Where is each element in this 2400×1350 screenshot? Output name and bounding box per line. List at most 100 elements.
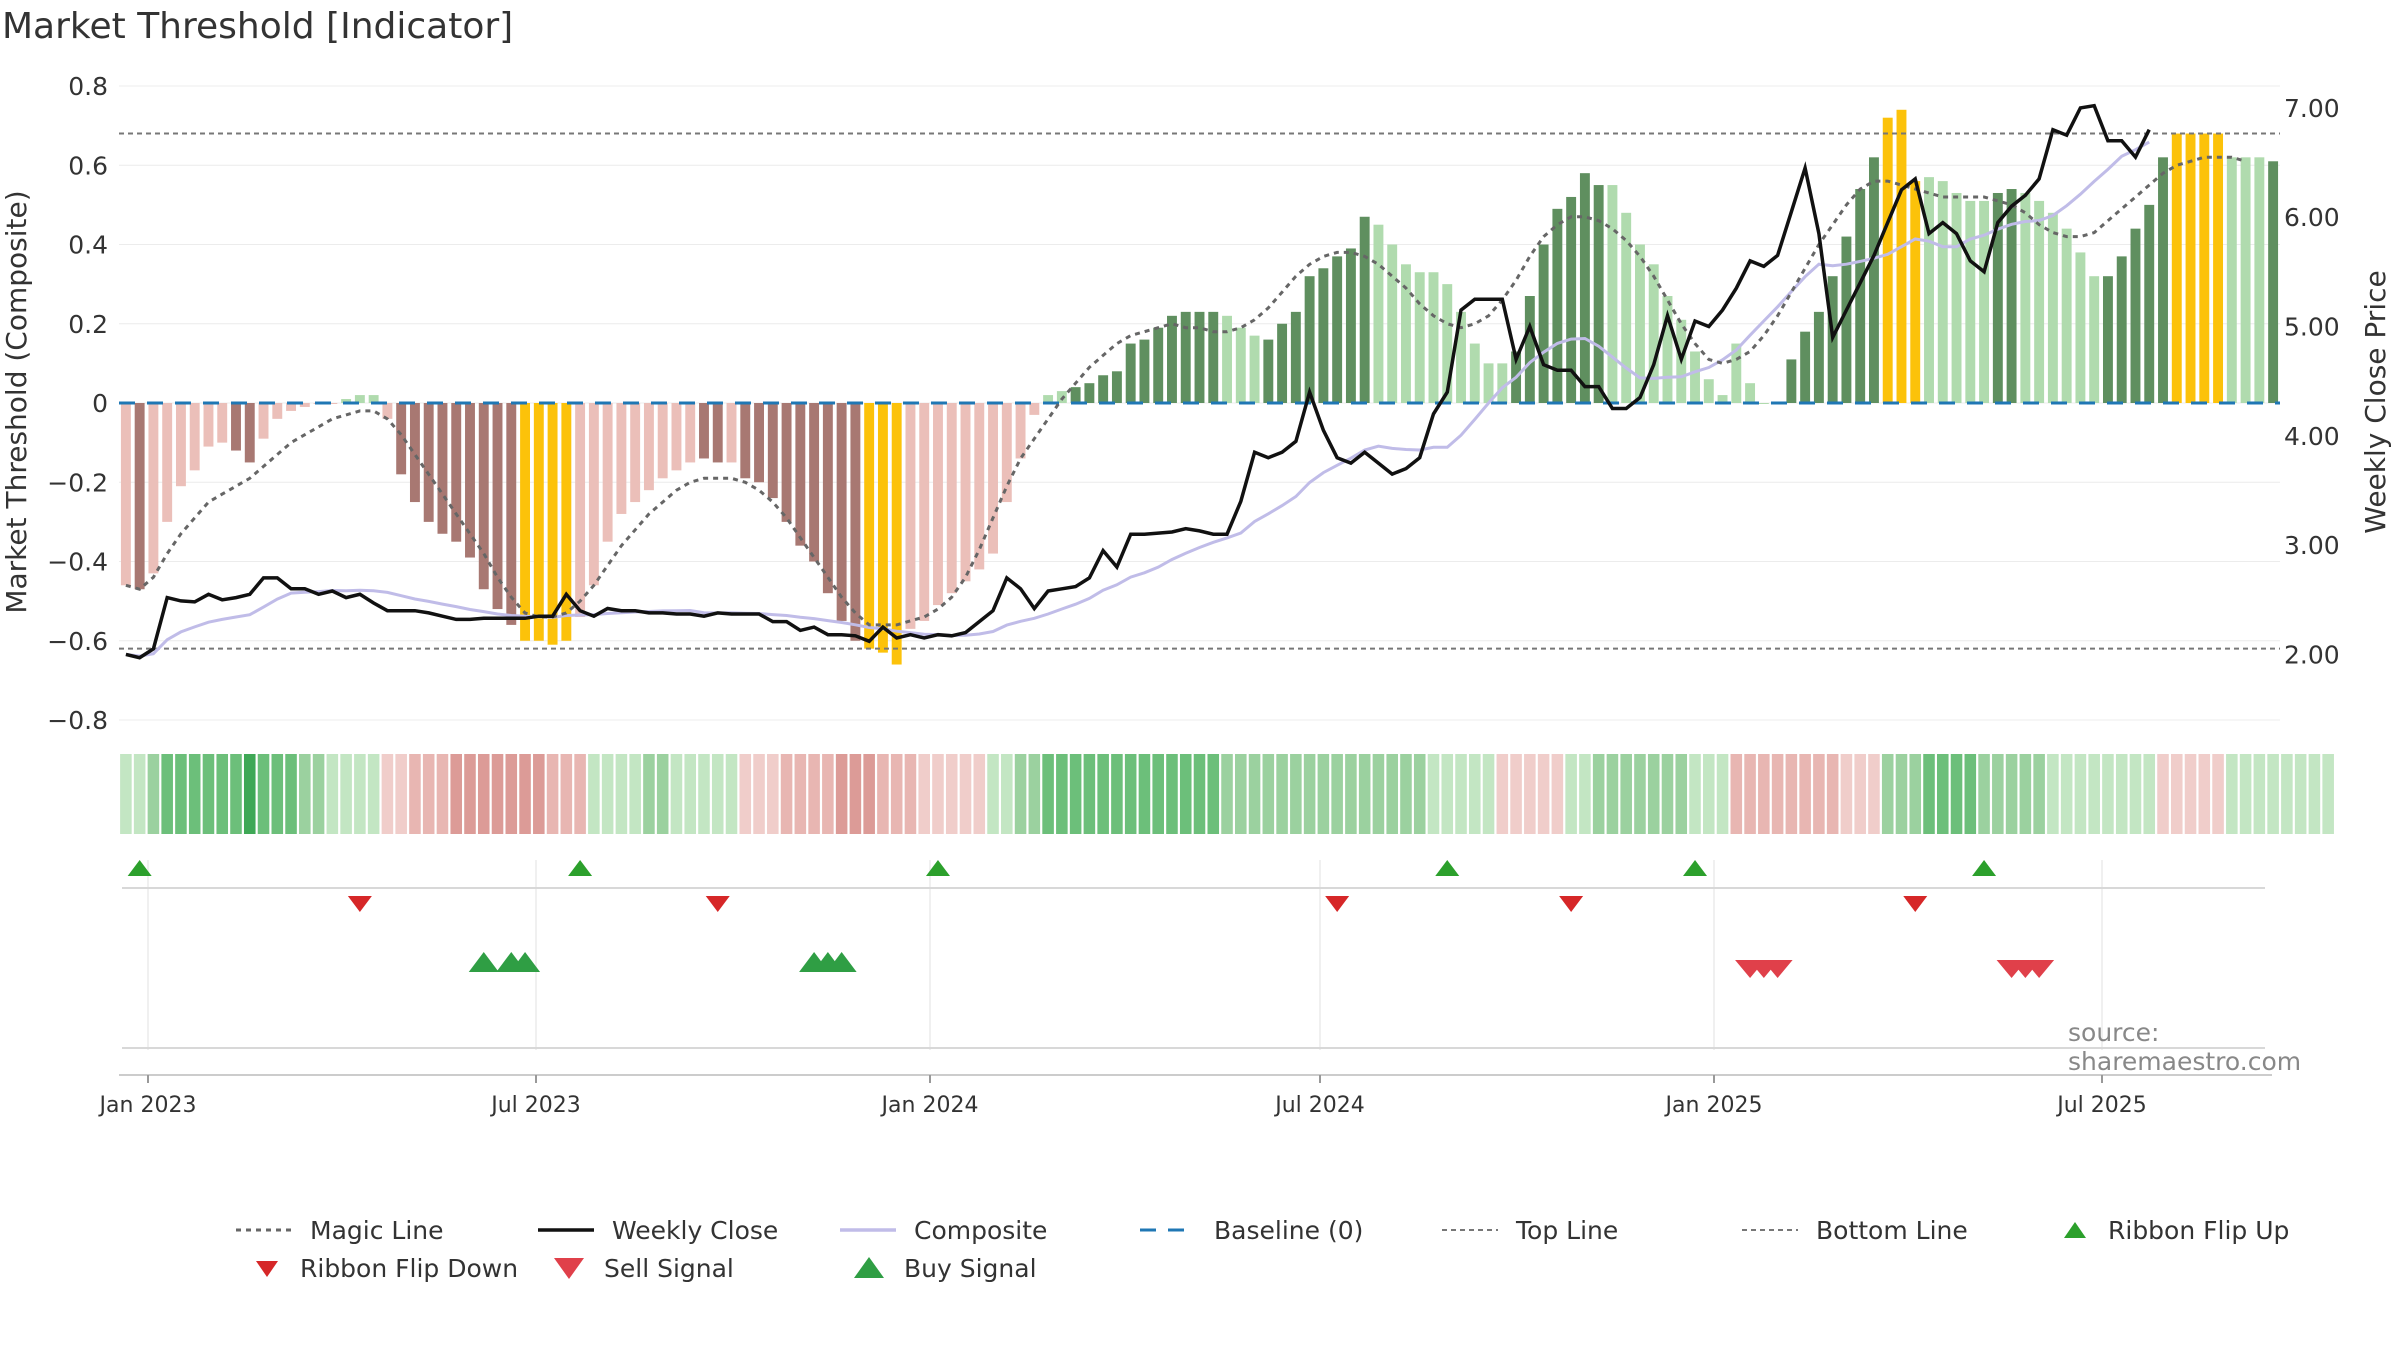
legend-item-ribbon-flip-down[interactable]: Ribbon Flip Down	[252, 1250, 518, 1286]
y2-tick-label: 3.00	[2284, 531, 2340, 560]
composite-bar	[795, 403, 806, 546]
ribbon-cell	[1826, 754, 1839, 834]
composite-bar	[120, 403, 131, 586]
composite-bar	[1607, 185, 1618, 403]
composite-bar	[1277, 323, 1288, 403]
composite-bar	[2158, 157, 2168, 403]
ribbon-cell	[271, 754, 284, 834]
composite-bar	[1387, 244, 1398, 403]
composite-bar	[1428, 272, 1439, 403]
ribbon-cell	[588, 754, 600, 834]
composite-bar	[1813, 311, 1824, 403]
ribbon-cell	[987, 754, 999, 834]
ribbon-cell	[1689, 754, 1701, 834]
composite-bar	[974, 403, 985, 570]
composite-bar	[602, 403, 613, 542]
composite-bar	[891, 403, 902, 665]
ribbon-flip-up-marker	[1683, 860, 1708, 876]
ribbon-cell	[477, 754, 490, 834]
composite-bar	[2240, 157, 2251, 403]
composite-bar	[1621, 212, 1632, 403]
ribbon-cell	[959, 754, 972, 834]
ribbon-cell	[1386, 754, 1398, 834]
ribbon-cell	[1001, 754, 1013, 834]
ribbon-cell	[1358, 754, 1371, 834]
ribbon-cell	[808, 754, 820, 834]
ribbon-cell	[202, 754, 215, 834]
ribbon-cell	[2212, 754, 2224, 834]
ribbon-cell	[312, 754, 325, 834]
sell-signal-marker	[1762, 960, 1793, 978]
chart-legend: Magic Line Weekly Close Composite Baseli…	[0, 1200, 2400, 1290]
composite-bar	[1414, 272, 1425, 403]
y-tick-label: −0.2	[47, 468, 108, 497]
legend-item-baseline[interactable]: Baseline (0)	[1140, 1212, 1363, 1248]
composite-bar	[1345, 248, 1356, 403]
composite-bar	[148, 403, 159, 574]
ribbon-flip-up-marker	[1435, 860, 1460, 876]
composite-bar	[272, 403, 283, 419]
buy-signal-marker	[826, 952, 857, 972]
ribbon-cell	[1427, 754, 1440, 834]
ribbon-flip-up-marker	[1972, 860, 1997, 876]
ribbon-cell	[2253, 754, 2266, 834]
composite-bar	[699, 403, 709, 459]
legend-item-ribbon-flip-up[interactable]: Ribbon Flip Up	[2060, 1212, 2289, 1248]
composite-bar	[465, 403, 475, 558]
legend-label: Bottom Line	[1816, 1215, 1968, 1245]
composite-bar	[754, 403, 764, 483]
legend-item-composite[interactable]: Composite	[840, 1212, 1047, 1248]
source-credit: source: sharemaestro.com	[2068, 1018, 2302, 1076]
composite-bar	[877, 403, 888, 653]
composite-bar	[864, 403, 875, 649]
composite-bar	[409, 403, 420, 503]
ribbon-cell	[1510, 754, 1522, 834]
composite-bar	[2089, 276, 2100, 403]
composite-bar	[850, 403, 861, 641]
bottom-line-swatch	[1742, 1229, 1798, 1231]
composite-bar	[382, 403, 393, 419]
ribbon-flip-up-marker	[568, 860, 593, 876]
legend-item-magic-line[interactable]: Magic Line	[236, 1212, 444, 1248]
ribbon-cell	[175, 754, 187, 834]
composite-bar	[1180, 311, 1191, 403]
ribbon-cell	[794, 754, 807, 834]
legend-item-weekly-close[interactable]: Weekly Close	[538, 1212, 778, 1248]
ribbon-cell	[1441, 754, 1454, 834]
legend-item-sell-signal[interactable]: Sell Signal	[552, 1250, 734, 1286]
composite-bar	[203, 403, 214, 447]
composite-bar	[1084, 383, 1095, 403]
composite-bar	[2061, 228, 2072, 403]
magic-line-swatch	[236, 1228, 292, 1232]
composite-swatch	[840, 1228, 896, 1232]
ribbon-cell	[2143, 754, 2156, 834]
ribbon-cell	[1813, 754, 1825, 834]
composite-bar	[1951, 192, 1962, 403]
ribbon-cell	[2184, 754, 2197, 834]
legend-item-buy-signal[interactable]: Buy Signal	[852, 1250, 1037, 1286]
ribbon-cell	[2047, 754, 2059, 834]
ribbon-cell	[1909, 754, 1922, 834]
composite-bar	[1332, 256, 1343, 403]
ribbon-cell	[1014, 754, 1027, 834]
ribbon-cell	[753, 754, 765, 834]
legend-item-bottom-line[interactable]: Bottom Line	[1742, 1212, 1968, 1248]
ribbon-cell	[1372, 754, 1385, 834]
ribbon-cell	[2074, 754, 2087, 834]
composite-bar	[244, 403, 255, 463]
y-tick-label: 0.6	[68, 151, 108, 180]
y-tick-label: 0.2	[68, 310, 108, 339]
composite-bar	[1662, 296, 1673, 403]
ribbon-cell	[1069, 754, 1082, 834]
composite-bar	[258, 403, 269, 439]
ribbon-cell	[2267, 754, 2279, 834]
ribbon-cell	[684, 754, 697, 834]
composite-bar	[988, 403, 998, 554]
legend-item-top-line[interactable]: Top Line	[1442, 1212, 1618, 1248]
composite-bar	[162, 403, 173, 522]
ribbon-cell	[932, 754, 944, 834]
composite-bar	[1208, 311, 1219, 403]
ribbon-cell	[2170, 754, 2183, 834]
ribbon-flip-up-marker	[127, 860, 152, 876]
